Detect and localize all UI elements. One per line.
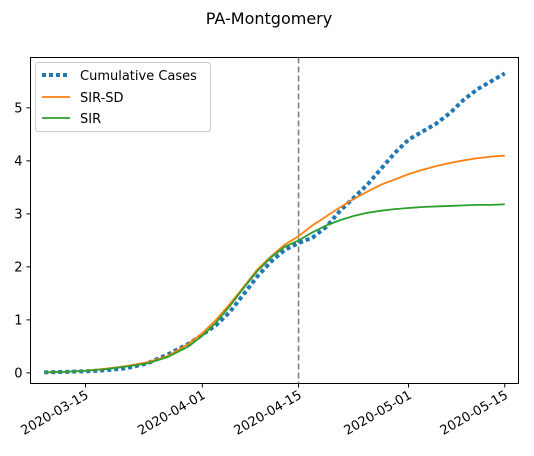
y-tick-label: 3: [14, 207, 22, 222]
x-tick-label: 2020-05-01: [342, 388, 415, 439]
plot-frame: [30, 57, 519, 384]
legend-label-sir: SIR: [80, 112, 101, 127]
y-tick-label: 1: [14, 313, 22, 328]
legend-label-cumulative-cases: Cumulative Cases: [80, 69, 197, 84]
x-tick-label: 2020-04-15: [232, 388, 305, 439]
legend-label-sir-sd: SIR-SD: [80, 91, 124, 106]
series-line-sir-sd: [44, 154, 505, 374]
y-axis: 0 1 2 3 4 5: [14, 101, 31, 381]
x-tick-label: 2020-04-01: [135, 388, 208, 439]
y-tick-label: 5: [14, 101, 22, 116]
x-tick-label: 2020-03-15: [19, 388, 92, 439]
chart-title: PA-Montgomery: [206, 9, 332, 28]
x-axis: 2020-03-15 2020-04-01 2020-04-15 2020-05-01…: [19, 383, 511, 439]
x-tick-label: 2020-05-15: [438, 388, 511, 439]
series-line-cumulative-cases: [44, 71, 506, 375]
legend: Cumulative Cases SIR-SD SIR: [35, 62, 211, 132]
y-tick-label: 2: [14, 260, 22, 275]
plot-area: [44, 57, 506, 384]
legend-box: [35, 62, 211, 132]
y-tick-label: 4: [14, 154, 22, 169]
series-line-sir: [44, 203, 505, 374]
y-tick-label: 0: [14, 366, 22, 381]
